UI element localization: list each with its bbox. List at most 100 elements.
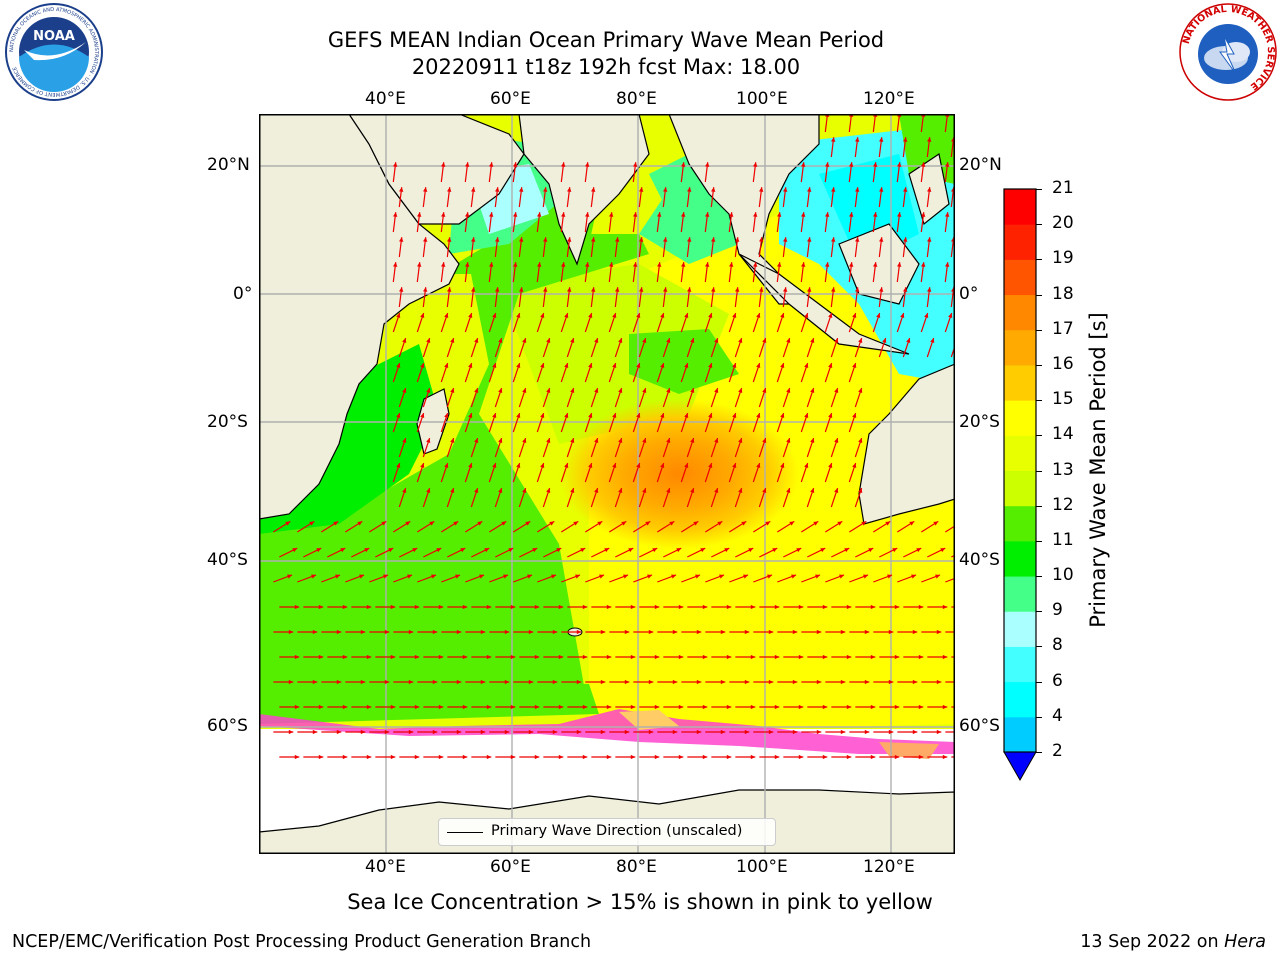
wave-arrow-head: [792, 629, 798, 635]
wave-arrow-head: [705, 262, 710, 267]
wave-arrow-head: [628, 548, 634, 553]
wave-arrow-head: [501, 521, 507, 526]
colorbar-tick-label: 21: [1052, 178, 1074, 198]
wave-arrow-head: [468, 463, 473, 468]
wave-arrow-head: [855, 237, 860, 242]
wave-arrow-head: [498, 438, 503, 443]
colorbar-tick-label: 6: [1052, 670, 1063, 691]
wave-arrow-head: [436, 548, 442, 553]
wave-arrow-head: [460, 548, 466, 553]
wave-arrow-head: [657, 212, 662, 217]
wave-arrow-head: [384, 679, 390, 685]
wave-arrow-head: [678, 654, 684, 660]
lat-label-right-20n: 20°N: [959, 155, 1002, 175]
wave-arrow-head: [522, 488, 527, 493]
wave-arrow-head: [786, 338, 791, 343]
colorbar-segment: [1004, 470, 1036, 507]
wave-arrow-head: [791, 574, 797, 579]
wave-arrow-head: [594, 338, 599, 343]
wave-arrow-head: [360, 629, 366, 635]
wave-arrow-head: [831, 137, 836, 142]
wave-arrow-head: [936, 729, 942, 735]
wave-arrow-head: [945, 262, 950, 267]
field-12s: [259, 234, 649, 714]
wave-arrow-head: [312, 679, 318, 685]
wave-arrow-head: [504, 629, 510, 635]
wave-arrow-head: [471, 287, 476, 292]
wave-arrow-head: [546, 338, 551, 343]
wave-arrow-head: [558, 654, 564, 660]
wave-arrow-head: [852, 313, 857, 318]
wave-direction-arrows: [273, 114, 955, 760]
wave-arrow-head: [863, 574, 869, 579]
wave-arrow-head: [639, 287, 644, 292]
colorbar-tick-label: 9: [1052, 600, 1063, 621]
wave-arrow-head: [498, 388, 503, 393]
wave-arrow-head: [783, 287, 788, 292]
wave-arrow-head: [534, 754, 540, 760]
wave-arrow-head: [462, 604, 468, 610]
wave-arrow-head: [564, 463, 569, 468]
wave-arrow-head: [405, 521, 411, 526]
wave-arrow-head: [861, 521, 867, 526]
wave-arrow-head: [816, 729, 822, 735]
wave-arrow-head: [828, 363, 833, 368]
wave-arrow-head: [894, 754, 900, 760]
wave-arrow-head: [447, 237, 452, 242]
wave-arrow-head: [588, 413, 593, 418]
wave-arrow-head: [312, 729, 318, 735]
wave-arrow-head: [486, 754, 492, 760]
wave-period-map: [259, 114, 955, 854]
wave-arrow-head: [438, 754, 444, 760]
wave-arrow-head: [642, 488, 647, 493]
wave-arrow-head: [543, 287, 548, 292]
wave-arrow-head: [822, 754, 828, 760]
wave-arrow-head: [585, 162, 590, 167]
wave-arrow-head: [672, 629, 678, 635]
wave-arrow-head: [690, 338, 695, 343]
wave-arrow-head: [897, 162, 902, 167]
wave-arrow-head: [876, 313, 881, 318]
wave-arrow-head: [570, 488, 575, 493]
wave-arrow-head: [738, 488, 743, 493]
wave-arrow-head: [639, 237, 644, 242]
wave-arrow-head: [468, 413, 473, 418]
wave-arrow-head: [525, 521, 531, 526]
wave-arrow-head: [582, 754, 588, 760]
wave-arrow-head: [948, 313, 953, 318]
wave-arrow-head: [540, 413, 545, 418]
wave-arrow-head: [618, 388, 623, 393]
wave-arrow-head: [741, 521, 747, 526]
wave-arrow-head: [580, 548, 586, 553]
wave-arrow-head: [714, 488, 719, 493]
wave-arrow-head: [918, 654, 924, 660]
wave-arrow-head: [748, 548, 754, 553]
wave-arrow-head: [471, 237, 476, 242]
wave-arrow-head: [678, 704, 684, 710]
wave-arrow-head: [666, 388, 671, 393]
wave-arrow-head: [681, 212, 686, 217]
colorbar-segment: [1004, 540, 1036, 577]
wave-arrow-head: [804, 313, 809, 318]
wave-arrow-head: [916, 548, 922, 553]
wave-arrow-head: [606, 704, 612, 710]
wave-arrow-head: [522, 338, 527, 343]
colorbar-tick-mark: [1036, 716, 1042, 718]
wave-arrow-head: [393, 212, 398, 217]
wave-arrow-head: [444, 413, 449, 418]
wave-arrow-head: [810, 488, 815, 493]
colorbar-tick-mark: [1036, 259, 1042, 261]
field-13s: [499, 264, 729, 444]
wave-arrow-head: [798, 654, 804, 660]
wave-arrow-head: [399, 237, 404, 242]
colorbar-segment: [1004, 294, 1036, 331]
wave-arrow-head: [552, 729, 558, 735]
wave-arrow-head: [927, 187, 932, 192]
wave-arrow-head: [798, 704, 804, 710]
wave-arrow-head: [792, 729, 798, 735]
wave-arrow-head: [918, 704, 924, 710]
wave-arrow-head: [570, 338, 575, 343]
colorbar-tick-mark: [1036, 189, 1042, 190]
lat-label-left-20s: 20°S: [207, 412, 248, 432]
colorbar-segment: [1004, 189, 1036, 225]
